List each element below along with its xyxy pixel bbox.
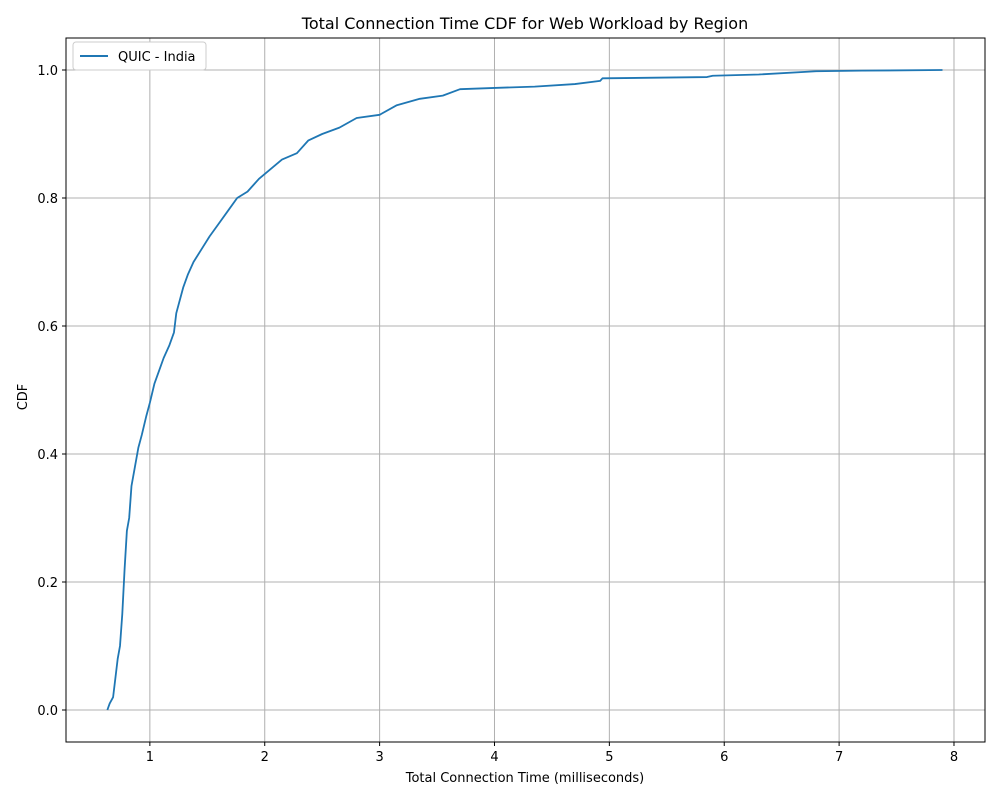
- x-tick-label: 4: [490, 750, 498, 765]
- ticks: 1 2 3 4 5 6 7 8 0.0 0.2 0.4 0.6 0.8 1.0: [37, 64, 958, 765]
- x-tick-label: 1: [146, 750, 154, 765]
- chart-title: Total Connection Time CDF for Web Worklo…: [301, 14, 748, 33]
- grid: [66, 38, 985, 742]
- axes: [65, 37, 986, 743]
- series-layer: [106, 69, 943, 711]
- legend-label: QUIC - India: [118, 50, 196, 65]
- x-tick-label: 6: [720, 750, 728, 765]
- legend-box: [72, 41, 207, 71]
- x-axis-label: Total Connection Time (milliseconds): [405, 771, 645, 786]
- y-tick-label: 0.6: [37, 320, 58, 335]
- y-tick-label: 0.2: [37, 576, 58, 591]
- x-tick-label: 8: [950, 750, 958, 765]
- y-tick-label: 0.4: [37, 448, 58, 463]
- plot-frame: [65, 37, 986, 743]
- x-tick-label: 2: [261, 750, 269, 765]
- x-tick-label: 3: [375, 750, 383, 765]
- legend: QUIC - India: [72, 41, 207, 71]
- x-tick-label: 5: [605, 750, 613, 765]
- y-axis-label: CDF: [16, 384, 31, 411]
- x-tick-label: 7: [835, 750, 843, 765]
- y-tick-label: 0.0: [37, 704, 58, 719]
- y-tick-label: 1.0: [37, 64, 58, 79]
- y-tick-label: 0.8: [37, 192, 58, 207]
- series-line-quic-india: [106, 69, 943, 711]
